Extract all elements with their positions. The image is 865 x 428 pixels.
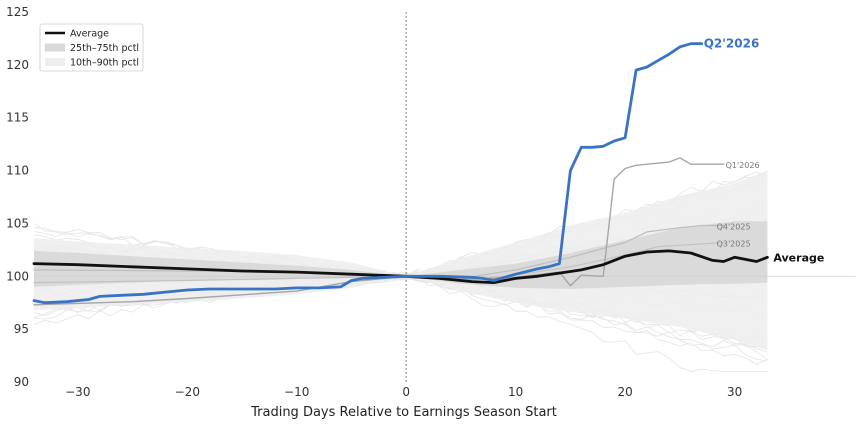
y-tick-label: 100	[6, 269, 29, 283]
band-10th-90th-pctl	[34, 170, 768, 351]
series-label-q4-2025: Q4'2025	[717, 223, 751, 232]
x-tick-label: 30	[727, 385, 742, 399]
axes-layer: 90 95 100 105 110 115 120 125 −30 −20 −10 0 10 20 30	[6, 5, 742, 399]
x-tick-label: −20	[175, 385, 200, 399]
series-label-q1-2026: Q1'2026	[726, 161, 760, 170]
y-tick-label: 95	[14, 322, 29, 336]
legend: Average 25th–75th pctl 10th–90th pctl	[39, 23, 144, 72]
x-tick-label: −10	[284, 385, 309, 399]
legend-label: 25th–75th pctl	[70, 43, 139, 54]
legend-box	[39, 23, 144, 72]
series-label-q2-2026: Q2'2026	[704, 37, 760, 51]
y-tick-label: 105	[6, 216, 29, 230]
series-layer	[32, 42, 769, 306]
series-label-average: Average	[773, 251, 824, 264]
x-axis-title: Trading Days Relative to Earnings Season…	[250, 405, 557, 420]
series-labels-layer: Q2'2026 Q1'2026 Q4'2025 Q3'2025 Average	[704, 37, 825, 265]
x-tick-label: 10	[508, 385, 523, 399]
y-tick-label: 115	[6, 111, 29, 125]
series-line-q2-2026	[32, 42, 704, 305]
percentile-bands-layer	[34, 170, 768, 351]
legend-label: 10th–90th pctl	[70, 58, 139, 69]
x-tick-label: 0	[402, 385, 410, 399]
series-label-q3-2025: Q3'2025	[717, 240, 751, 249]
y-tick-label: 110	[6, 164, 29, 178]
x-tick-label: −30	[65, 385, 90, 399]
y-tick-label: 90	[14, 375, 29, 389]
band-25th-75th-pctl	[34, 221, 768, 289]
legend-label: Average	[70, 29, 109, 40]
y-tick-label: 125	[6, 5, 29, 19]
x-tick-label: 20	[617, 385, 632, 399]
legend-swatch-band	[45, 58, 65, 66]
series-line-average	[32, 249, 769, 284]
y-tick-label: 120	[6, 58, 29, 72]
legend-swatch-band	[45, 43, 65, 52]
